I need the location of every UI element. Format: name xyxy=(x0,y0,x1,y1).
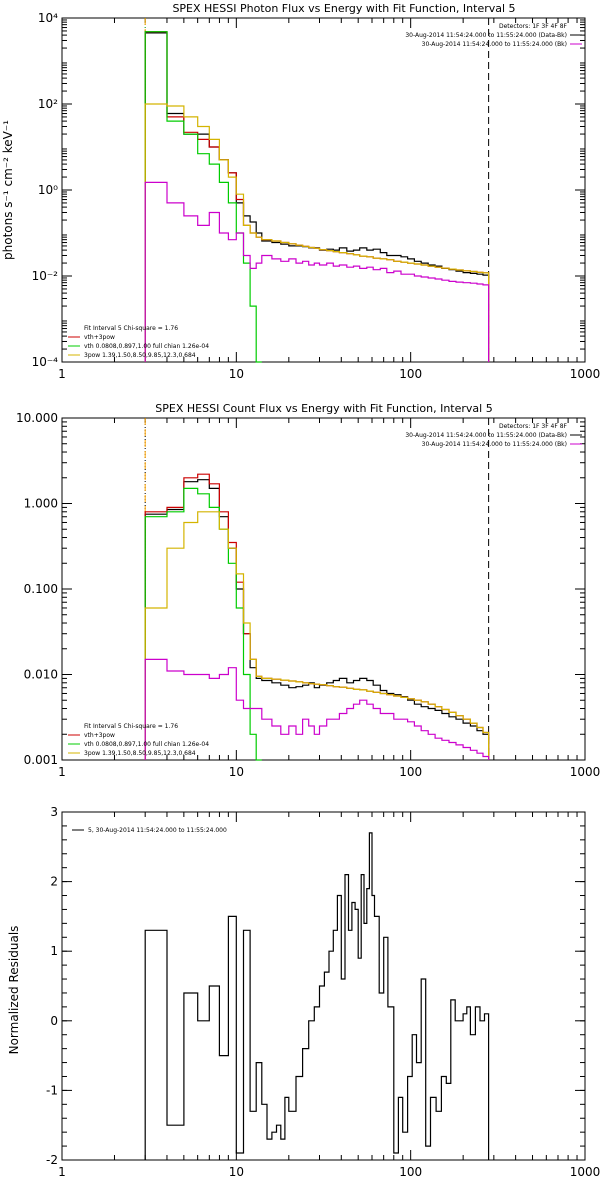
residuals-axes-frame xyxy=(61,811,586,1161)
count-flux-series-3pow xyxy=(144,511,490,760)
count-flux-y-tick-label: 0.010 xyxy=(24,668,58,682)
count-flux-x-tick-label: 1000 xyxy=(570,765,600,779)
residuals-y-tick-label: 2 xyxy=(50,875,58,889)
count-flux-y-tick-label: 10.000 xyxy=(16,411,58,425)
count-flux-y-tick-label: 1.000 xyxy=(24,497,58,511)
photon-flux-y-tick-label: 10⁰ xyxy=(38,183,58,197)
photon-flux-x-tick-label: 10 xyxy=(229,367,244,381)
residuals-x-tick-label: 1000 xyxy=(570,1165,600,1179)
photon-flux-title: SPEX HESSI Photon Flux vs Energy with Fi… xyxy=(172,2,515,15)
count-flux-legend-text: 30-Aug-2014 11:54:24.000 to 11:55:24.000… xyxy=(405,432,567,439)
photon-flux-panel: SPEX HESSI Photon Flux vs Energy with Fi… xyxy=(1,2,600,381)
count-flux-series-vth-3pow xyxy=(144,473,490,760)
photon-flux-x-tick-label: 1000 xyxy=(570,367,600,381)
residuals-x-tick-label: 1 xyxy=(58,1165,66,1179)
photon-flux-legend-text: 30-Aug-2014 11:54:24.000 to 11:55:24.000… xyxy=(405,32,567,39)
photon-flux-y-tick-label: 10⁴ xyxy=(38,11,58,25)
photon-flux-y-tick-label: 10⁻⁴ xyxy=(32,355,59,369)
photon-flux-series-bk xyxy=(144,181,490,362)
count-flux-legend-text: 30-Aug-2014 11:54:24.000 to 11:55:24.000… xyxy=(422,441,567,448)
count-flux-series-data-bk xyxy=(144,479,490,760)
count-flux-plot: 1 10 100 1000 0.001 0.010 0.100 1.000 10.000 Dete… xyxy=(16,411,600,779)
residuals-x-tick-label: 10 xyxy=(229,1165,244,1179)
residuals-y-tick-label: 0 xyxy=(50,1014,58,1028)
photon-flux-legend-text: Detectors: 1F 3F 4F 8F xyxy=(499,23,568,30)
photon-flux-fit-legend-text: Fit Interval 5 Chi-square = 1.76 xyxy=(84,325,178,332)
photon-flux-fit-legend-text: 3pow 1.39,1.50,8.50,9.85,12.3,0.684 xyxy=(84,352,196,359)
photon-flux-x-tick-label: 1 xyxy=(58,367,66,381)
count-flux-legend-text: Detectors: 1F 3F 4F 8F xyxy=(499,423,568,430)
photon-flux-y-label: photons s⁻¹ cm⁻² keV⁻¹ xyxy=(1,120,15,260)
count-flux-y-tick-label: 0.100 xyxy=(24,582,58,596)
photon-flux-series-3pow xyxy=(144,103,490,362)
count-flux-panel: SPEX HESSI Count Flux vs Energy with Fit… xyxy=(16,402,600,779)
photon-flux-plot: 1 10 100 1000 10⁻⁴ 10⁻² 10⁰ 10² 10⁴ Detectors: 1F… xyxy=(32,11,600,381)
count-flux-title: SPEX HESSI Count Flux vs Energy with Fit… xyxy=(155,402,492,415)
photon-flux-fit-legend-text: vth+3pow xyxy=(84,334,115,341)
photon-flux-series-data-bk xyxy=(144,32,490,362)
residuals-y-tick-label: 3 xyxy=(50,805,58,819)
photon-flux-fit-legend-text: vth 0.0808,0.897,1.00 full chian 1.26e-0… xyxy=(84,343,209,350)
count-flux-series-vth xyxy=(144,487,262,761)
photon-flux-x-tick-label: 100 xyxy=(399,367,422,381)
residuals-y-label: Normalized Residuals xyxy=(7,926,21,1055)
residuals-legend-text: 5, 30-Aug-2014 11:54:24.000 to 11:55:24.… xyxy=(88,827,227,834)
residuals-series-residuals xyxy=(144,832,490,1160)
photon-flux-y-tick-label: 10² xyxy=(38,97,58,111)
photon-flux-y-tick-label: 10⁻² xyxy=(32,269,59,283)
photon-flux-series-vth-3pow xyxy=(144,31,490,362)
count-flux-fit-legend-text: vth 0.0808,0.897,1.00 full chian 1.26e-0… xyxy=(84,741,209,748)
count-flux-x-tick-label: 10 xyxy=(229,765,244,779)
photon-flux-legend-text: 30-Aug-2014 11:54:24.000 to 11:55:24.000… xyxy=(422,41,567,48)
residuals-y-tick-label: -1 xyxy=(46,1083,58,1097)
photon-flux-series-vth xyxy=(144,31,262,363)
residuals-panel: Normalized Residuals 1 10 100 1000 -2 -1 0 1 2 3 5… xyxy=(7,805,600,1179)
count-flux-x-tick-label: 100 xyxy=(399,765,422,779)
residuals-y-tick-label: -2 xyxy=(46,1153,58,1167)
photon-flux-axes-frame xyxy=(61,17,586,363)
residuals-y-tick-label: 1 xyxy=(50,944,58,958)
count-flux-fit-legend-text: 3pow 1.39,1.50,8.50,9.85,12.3,0.684 xyxy=(84,750,196,757)
count-flux-axes-frame xyxy=(61,417,586,761)
residuals-x-tick-label: 100 xyxy=(399,1165,422,1179)
count-flux-x-tick-label: 1 xyxy=(58,765,66,779)
residuals-plot: 1 10 100 1000 -2 -1 0 1 2 3 5, 30-Aug-2014 11:54:2… xyxy=(46,805,600,1179)
count-flux-fit-legend-text: Fit Interval 5 Chi-square = 1.76 xyxy=(84,723,178,730)
count-flux-y-tick-label: 0.001 xyxy=(24,753,58,767)
count-flux-series-bk xyxy=(144,658,490,760)
count-flux-fit-legend-text: vth+3pow xyxy=(84,732,115,739)
